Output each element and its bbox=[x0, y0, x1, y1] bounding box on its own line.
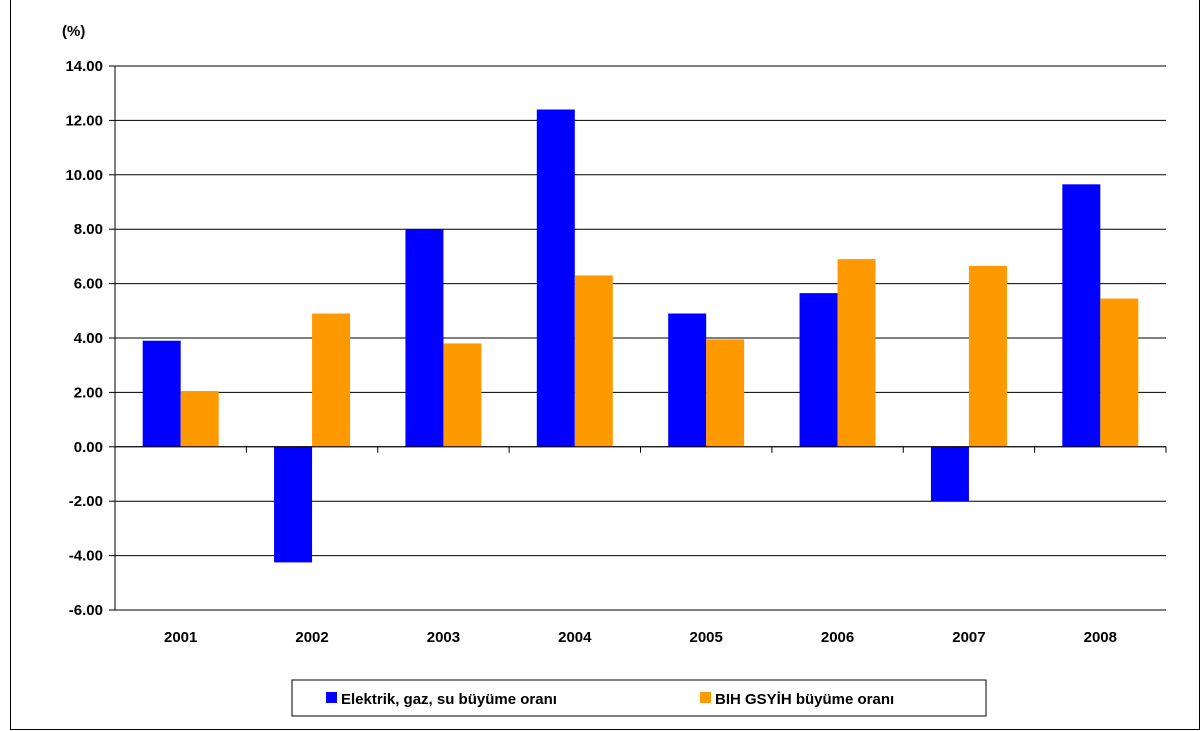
bar-series-2 bbox=[706, 339, 745, 447]
bar-series-2 bbox=[574, 275, 613, 447]
x-tick-label: 2007 bbox=[952, 629, 985, 646]
x-tick-labels: 2001 2002 2003 2004 2005 2006 2007 2008 bbox=[164, 629, 1117, 646]
bar-series-1 bbox=[799, 293, 838, 447]
legend-label: Elektrik, gaz, su büyüme oranı bbox=[341, 691, 557, 708]
x-tick-label: 2002 bbox=[295, 629, 328, 646]
y-tick-labels: -6.00 -4.00 -2.00 0.00 2.00 4.00 6.00 8.00 10.00… bbox=[65, 58, 103, 619]
y-tick-label: 2.00 bbox=[74, 384, 103, 401]
legend: Elektrik, gaz, su büyüme oranı BIH GSYİH … bbox=[291, 679, 987, 717]
bar-series-1 bbox=[668, 313, 707, 447]
bar-series-2 bbox=[180, 391, 219, 447]
legend-swatch bbox=[326, 692, 337, 703]
bar-series-2 bbox=[837, 259, 876, 447]
legend-box bbox=[291, 679, 987, 717]
bar-series-1 bbox=[405, 229, 444, 447]
y-tick-label: -4.00 bbox=[69, 548, 103, 565]
y-tick-label: 8.00 bbox=[74, 221, 103, 238]
bar-series-1 bbox=[536, 109, 575, 447]
legend-label: BIH GSYİH büyüme oranı bbox=[715, 691, 894, 708]
x-tick-label: 2005 bbox=[690, 629, 723, 646]
bar-series-1 bbox=[142, 340, 181, 447]
y-tick-label: 10.00 bbox=[65, 167, 103, 184]
y-unit-label: (%) bbox=[62, 23, 85, 40]
y-tick-label: 0.00 bbox=[74, 439, 103, 456]
x-tick-label: 2001 bbox=[164, 629, 197, 646]
x-tick-label: 2008 bbox=[1084, 629, 1117, 646]
y-tick-label: 4.00 bbox=[74, 330, 103, 347]
y-tick-label: -2.00 bbox=[69, 493, 103, 510]
bar-series-1 bbox=[274, 446, 313, 563]
bar-series-2 bbox=[1100, 298, 1139, 447]
axes bbox=[114, 66, 1167, 610]
y-tick-label: -6.00 bbox=[69, 602, 103, 619]
bar-series-2 bbox=[968, 265, 1007, 447]
x-tick-label: 2003 bbox=[427, 629, 460, 646]
x-tick-label: 2006 bbox=[821, 629, 854, 646]
x-tick-label: 2004 bbox=[558, 629, 592, 646]
bar-series-1 bbox=[930, 446, 969, 502]
bar-series-2 bbox=[443, 343, 482, 447]
y-tick-label: 14.00 bbox=[65, 58, 103, 75]
gridlines bbox=[109, 65, 1166, 611]
y-tick-label: 6.00 bbox=[74, 276, 103, 293]
y-tick-label: 12.00 bbox=[65, 112, 103, 129]
legend-swatch bbox=[700, 692, 711, 703]
bar-series-2 bbox=[312, 313, 351, 447]
bars bbox=[142, 109, 1139, 563]
bar-series-1 bbox=[1062, 184, 1101, 447]
